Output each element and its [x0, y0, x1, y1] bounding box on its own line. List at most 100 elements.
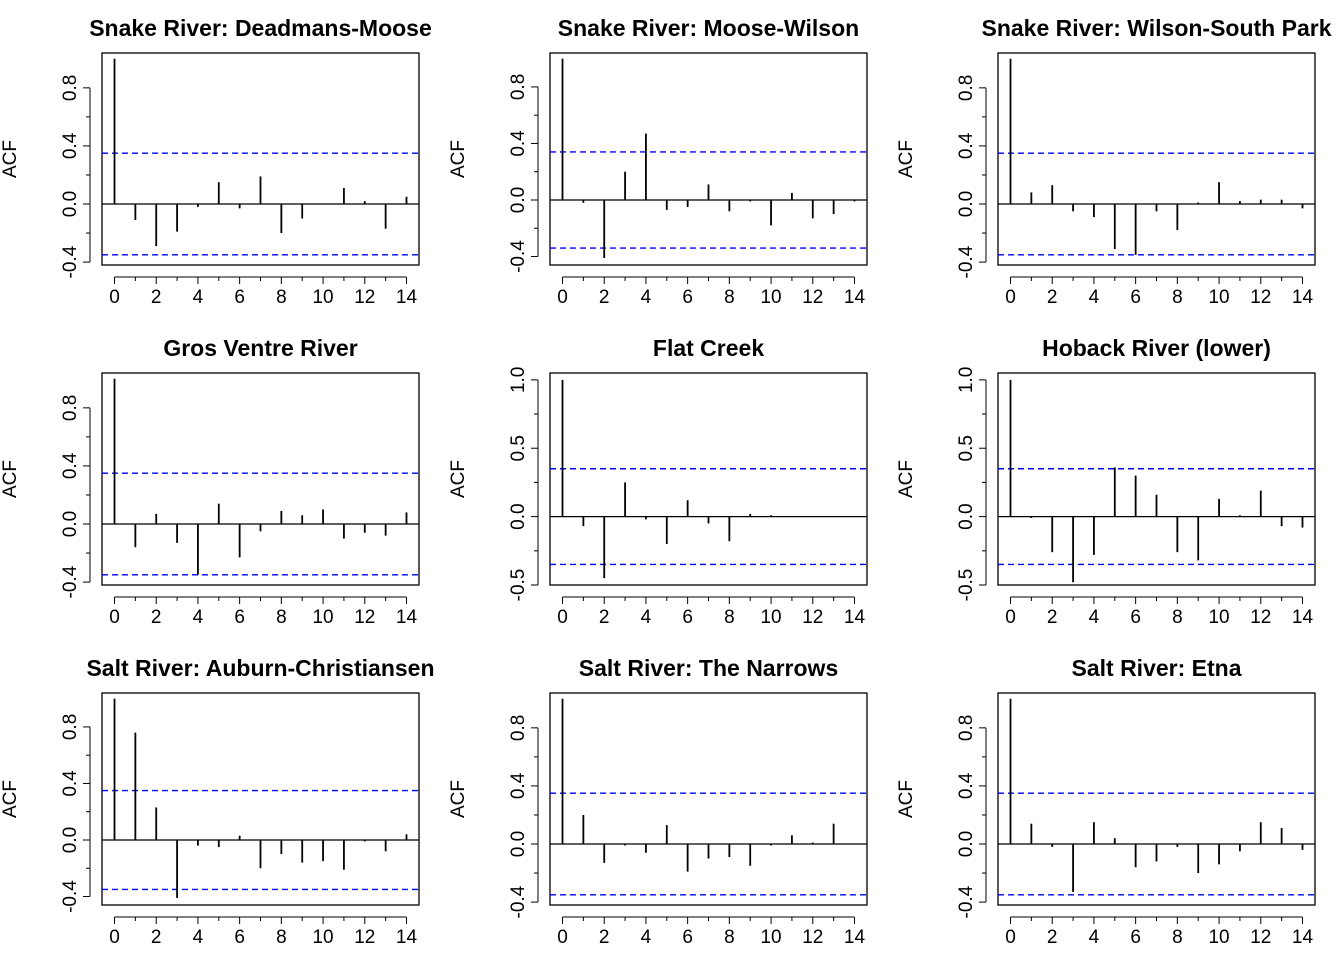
acf-panel-5: Flat Creek 0 2 4 6 8 10 12 14 -0.5 0.0 0.5 1.0 ACF	[448, 335, 868, 628]
x-tick-label: 12	[354, 287, 375, 308]
x-tick-label: 8	[724, 287, 735, 308]
y-tick-label: 0.4	[60, 452, 81, 479]
y-tick-label: -0.4	[60, 880, 81, 913]
plot-frame	[549, 692, 868, 906]
panel-title: Gros Ventre River	[163, 335, 357, 361]
x-tick-label: 4	[641, 287, 652, 308]
x-tick-label: 0	[109, 927, 120, 948]
y-tick-label: 0.0	[60, 191, 81, 217]
x-tick-label: 10	[760, 287, 781, 308]
acf-panel-6: Hoback River (lower) 0 2 4 6 8 10 12 14 -0.5 0.0 0.…	[896, 335, 1316, 628]
x-tick-label: 14	[844, 927, 866, 948]
y-tick-label: 0.0	[956, 191, 977, 217]
x-tick-label: 4	[1089, 927, 1100, 948]
y-tick-label: 0.4	[60, 770, 81, 797]
acf-panel-1: Snake River: Deadmans-Moose 0 2 4 6 8 10 12 14 -0…	[0, 15, 432, 308]
x-tick-label: 0	[557, 927, 568, 948]
panel-title: Salt River: Auburn-Christiansen	[86, 655, 434, 681]
y-tick-label: 0.4	[60, 132, 81, 159]
plot-frame	[997, 372, 1316, 586]
x-tick-label: 6	[1130, 927, 1141, 948]
plot-frame	[997, 692, 1316, 906]
x-tick-label: 0	[557, 607, 568, 628]
y-tick-label: 0.5	[956, 435, 977, 461]
x-tick-label: 4	[193, 287, 204, 308]
y-tick-label: 0.0	[60, 511, 81, 537]
x-tick-label: 2	[1047, 927, 1058, 948]
x-tick-label: 14	[396, 607, 418, 628]
x-tick-label: 14	[1292, 927, 1314, 948]
x-tick-label: 14	[396, 927, 418, 948]
x-tick-label: 4	[641, 927, 652, 948]
x-tick-label: 12	[802, 287, 823, 308]
x-tick-label: 12	[802, 607, 823, 628]
y-tick-label: -0.4	[956, 245, 977, 278]
plot-frame	[997, 52, 1316, 266]
y-tick-label: 0.4	[956, 772, 977, 799]
y-tick-label: 0.4	[508, 130, 529, 157]
x-tick-label: 8	[276, 607, 287, 628]
x-tick-label: 8	[1172, 287, 1183, 308]
acf-panel-4: Gros Ventre River 0 2 4 6 8 10 12 14 -0.4 0.0 0.4 0.…	[0, 335, 420, 628]
x-tick-label: 10	[760, 607, 781, 628]
x-tick-label: 6	[1130, 287, 1141, 308]
x-tick-label: 12	[1250, 607, 1271, 628]
x-tick-label: 6	[1130, 607, 1141, 628]
x-tick-label: 6	[682, 287, 693, 308]
x-tick-label: 0	[1005, 287, 1016, 308]
x-tick-label: 8	[1172, 927, 1183, 948]
x-tick-label: 2	[599, 287, 610, 308]
y-tick-label: 0.8	[60, 75, 81, 101]
panel-title: Snake River: Moose-Wilson	[558, 15, 859, 41]
x-tick-label: 2	[599, 927, 610, 948]
y-tick-label: 0.8	[60, 395, 81, 421]
y-tick-label: 0.0	[508, 831, 529, 857]
y-tick-label: -0.4	[956, 885, 977, 918]
x-tick-label: 0	[1005, 927, 1016, 948]
y-tick-label: 0.8	[508, 74, 529, 100]
plot-frame	[549, 52, 868, 266]
x-tick-label: 8	[1172, 607, 1183, 628]
y-axis-label: ACF	[448, 140, 469, 178]
plot-frame	[549, 372, 868, 586]
y-tick-label: -0.4	[60, 565, 81, 598]
x-tick-label: 14	[844, 607, 866, 628]
acf-panel-9: Salt River: Etna 0 2 4 6 8 10 12 14 -0.4 0.0 0.4 0.8…	[896, 655, 1316, 948]
x-tick-label: 10	[1208, 287, 1229, 308]
x-tick-label: 4	[1089, 287, 1100, 308]
x-tick-label: 0	[109, 287, 120, 308]
y-tick-label: 0.8	[956, 715, 977, 741]
x-tick-label: 6	[234, 287, 245, 308]
x-tick-label: 0	[1005, 607, 1016, 628]
x-tick-label: 10	[312, 607, 333, 628]
x-tick-label: 2	[1047, 287, 1058, 308]
x-tick-label: 6	[682, 607, 693, 628]
x-tick-label: 6	[234, 927, 245, 948]
y-axis-label: ACF	[896, 140, 917, 178]
x-tick-label: 8	[724, 927, 735, 948]
y-tick-label: 0.4	[956, 132, 977, 159]
y-axis-label: ACF	[448, 460, 469, 498]
y-tick-label: 0.0	[508, 187, 529, 213]
y-tick-label: 0.0	[508, 503, 529, 529]
x-tick-label: 4	[193, 927, 204, 948]
x-tick-label: 10	[760, 927, 781, 948]
y-tick-label: -0.4	[508, 240, 529, 273]
y-tick-label: 0.8	[508, 715, 529, 741]
x-tick-label: 12	[1250, 927, 1271, 948]
x-tick-label: 2	[1047, 607, 1058, 628]
panel-title: Snake River: Wilson-South Park	[982, 15, 1332, 41]
y-axis-label: ACF	[448, 780, 469, 818]
y-axis-label: ACF	[0, 780, 21, 818]
y-tick-label: 0.0	[956, 503, 977, 529]
y-tick-label: 0.5	[508, 435, 529, 461]
y-tick-label: 1.0	[508, 367, 529, 393]
plot-frame	[101, 52, 420, 266]
x-tick-label: 14	[1292, 287, 1314, 308]
plot-frame	[101, 692, 420, 906]
acf-panel-3: Snake River: Wilson-South Park 0 2 4 6 8 10 12 1…	[896, 15, 1332, 308]
y-tick-label: 0.8	[956, 75, 977, 101]
plot-frame	[101, 372, 420, 586]
y-tick-label: 0.8	[60, 714, 81, 740]
